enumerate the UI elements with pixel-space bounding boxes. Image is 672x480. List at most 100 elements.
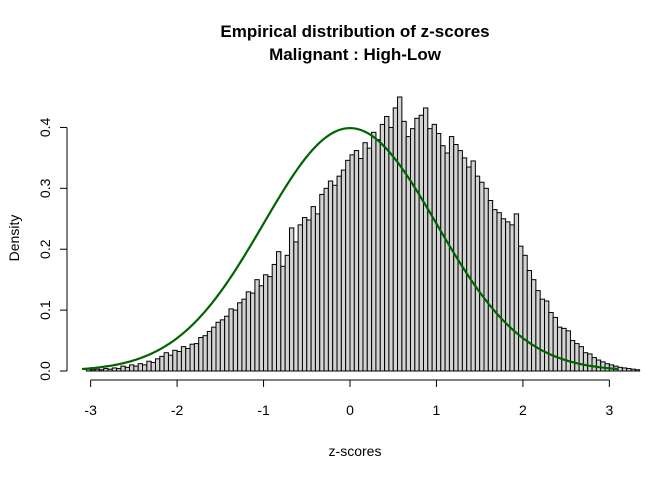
histogram-bar xyxy=(634,369,641,372)
chart-subtitle: Malignant : High-Low xyxy=(269,45,442,64)
histogram-bar xyxy=(163,352,169,372)
x-tick-label: -2 xyxy=(171,402,184,418)
histogram-bar xyxy=(150,361,156,372)
histogram-bar xyxy=(401,120,407,372)
x-tick-label: 0 xyxy=(346,402,354,418)
histogram-bar xyxy=(582,352,589,372)
histogram-bar xyxy=(254,279,260,372)
histogram-bar xyxy=(544,300,550,372)
x-tick-label: 3 xyxy=(605,402,613,418)
histogram-bar xyxy=(500,218,507,372)
histogram-bar xyxy=(198,337,204,372)
y-axis: 0.0 0.1 0.2 0.3 0.4 xyxy=(37,118,68,381)
histogram-bar xyxy=(319,193,325,372)
histogram-bar xyxy=(310,206,316,372)
histogram-bar xyxy=(440,145,446,372)
histogram-bar xyxy=(587,353,593,372)
histogram-bar xyxy=(90,369,96,372)
histogram-bar xyxy=(578,346,584,372)
histogram-bar xyxy=(366,147,373,372)
histogram-bar xyxy=(267,276,273,372)
histogram-bar xyxy=(556,326,563,372)
histogram-bar xyxy=(574,343,580,372)
histogram-bar xyxy=(539,298,546,372)
histogram-bar xyxy=(358,157,364,372)
histogram-bar xyxy=(418,114,424,372)
histogram-bar xyxy=(531,279,537,372)
y-tick-label: 0.1 xyxy=(37,300,53,320)
histogram-bar xyxy=(444,152,450,372)
histogram-bar xyxy=(120,365,126,372)
histogram-bar xyxy=(371,131,377,372)
histogram-bar xyxy=(340,169,347,372)
histogram-bar xyxy=(535,290,541,372)
histogram-bar xyxy=(630,368,636,372)
histogram-bar xyxy=(288,227,295,372)
histogram-bar xyxy=(561,327,567,372)
histogram-bar xyxy=(263,274,269,372)
histogram-bar xyxy=(414,117,420,372)
histogram-bar xyxy=(280,265,286,372)
histogram-bar xyxy=(375,139,381,372)
histogram-bar xyxy=(336,175,342,372)
x-tick-label: -1 xyxy=(257,402,270,418)
histogram-bar xyxy=(215,321,221,372)
histogram-bar xyxy=(293,241,299,372)
x-axis: -3 -2 -1 0 1 2 3 xyxy=(84,379,613,418)
histogram-bar xyxy=(297,224,303,372)
histogram-bar xyxy=(107,368,113,372)
histogram-bar xyxy=(466,166,472,372)
histogram-bar xyxy=(405,136,412,372)
histogram-bar xyxy=(410,128,416,372)
normal-density-curve xyxy=(81,126,619,371)
histogram-bar xyxy=(180,346,187,372)
histogram-bar xyxy=(167,354,174,372)
histogram-bar xyxy=(323,187,329,372)
histogram-bar xyxy=(483,187,489,372)
histogram-bar xyxy=(362,142,368,372)
histogram-bar xyxy=(474,175,481,372)
histogram-bar xyxy=(548,312,554,372)
histogram-bar xyxy=(479,181,485,372)
histogram-bar xyxy=(137,363,144,372)
histogram-bar xyxy=(189,343,195,372)
histogram-bar xyxy=(250,292,256,372)
histogram-bar xyxy=(159,355,165,372)
histogram-bar xyxy=(332,184,338,372)
histogram-bar xyxy=(492,209,498,372)
histogram-bar xyxy=(172,349,178,372)
histogram-bar xyxy=(193,343,200,372)
y-tick-label: 0.3 xyxy=(37,178,53,198)
histogram-bar xyxy=(621,367,628,372)
histogram-bar xyxy=(349,154,355,372)
histogram-bar xyxy=(142,364,148,372)
histogram-bar xyxy=(276,251,282,372)
histogram-bar xyxy=(505,221,511,372)
histogram-bar xyxy=(435,133,442,372)
histogram-bar xyxy=(518,245,524,372)
x-tick-label: 2 xyxy=(519,402,527,418)
chart-title: Empirical distribution of z-scores xyxy=(220,22,489,41)
histogram-bar xyxy=(427,128,433,372)
histogram-bar xyxy=(94,368,100,372)
histogram-bar xyxy=(245,291,252,372)
histogram-bar xyxy=(111,367,118,372)
histogram-bar xyxy=(565,330,571,372)
histogram-bar xyxy=(384,115,390,372)
histogram-bar xyxy=(284,254,290,372)
histogram-bar xyxy=(509,224,515,372)
histogram-bar xyxy=(258,285,265,372)
histogram-bar xyxy=(552,316,558,372)
histogram-bar xyxy=(327,180,334,372)
histogram-bar xyxy=(154,358,161,372)
histogram-bar xyxy=(241,298,247,372)
x-tick-label: -3 xyxy=(84,402,97,418)
histogram-bar xyxy=(271,263,278,372)
y-tick-label: 0.4 xyxy=(37,118,53,138)
histogram-bar xyxy=(345,159,351,372)
histogram-bar xyxy=(422,107,429,372)
histogram-bar xyxy=(526,270,533,372)
x-tick-label: 1 xyxy=(433,402,441,418)
histogram-bar xyxy=(522,254,528,372)
